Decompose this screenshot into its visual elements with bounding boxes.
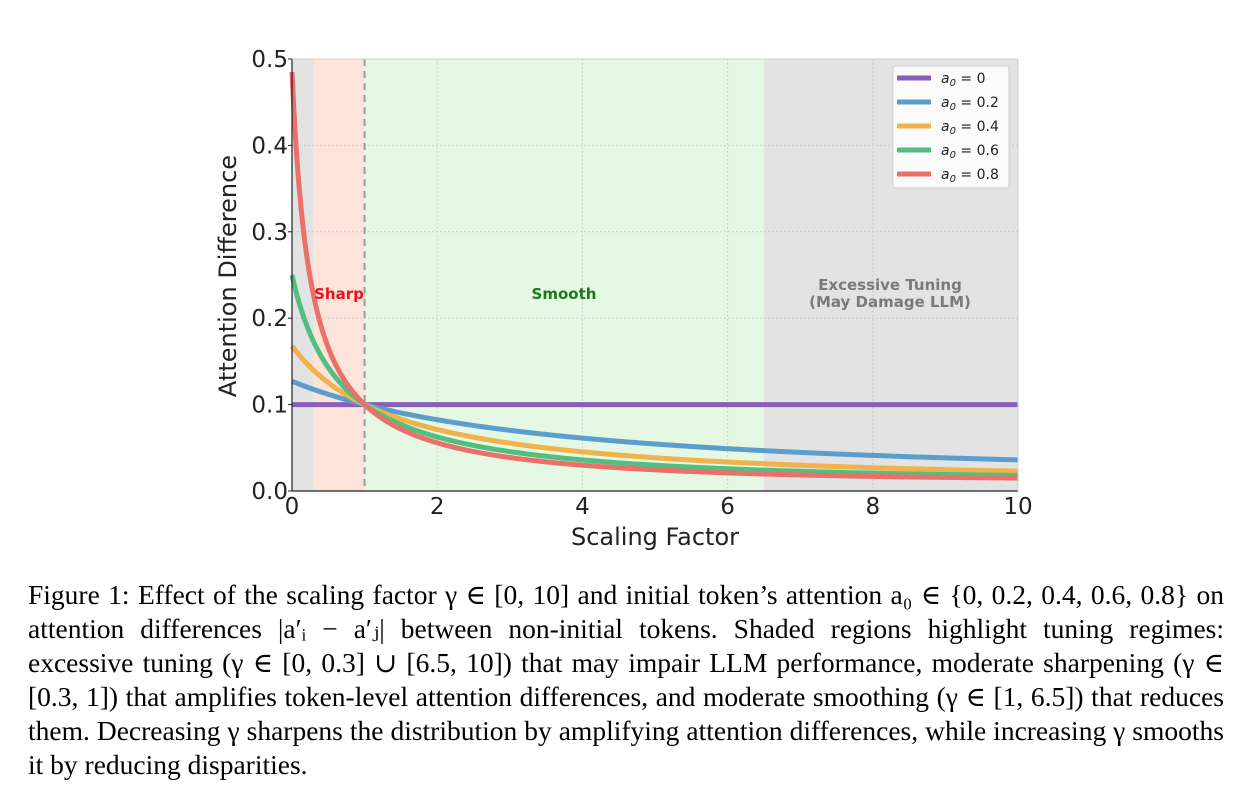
- series-line-2: [289, 344, 1019, 474]
- x-tick-label: 0: [285, 494, 300, 520]
- x-tick-label: 4: [575, 494, 590, 520]
- legend-label-4: a0 = 0.8: [941, 167, 999, 185]
- y-tick-label: 0.5: [251, 47, 288, 73]
- chart: 0.0 0.1 0.2 0.3 0.4 0.5 0 2 4 6 8 10 Attention Dif…: [214, 47, 1033, 551]
- legend-label-3: a0 = 0.6: [941, 143, 999, 161]
- y-axis-label: Attention Difference: [214, 155, 242, 397]
- y-tick-label: 0.3: [251, 220, 288, 246]
- region-label-excessive-line2: (May Damage LLM): [809, 293, 971, 311]
- legend-label-0: a0 = 0: [941, 71, 986, 89]
- region-label-smooth: Smooth: [532, 285, 597, 303]
- series-line-3: [289, 274, 1019, 478]
- series-line-4: [289, 71, 1019, 481]
- legend-label-2: a0 = 0.4: [941, 119, 999, 137]
- legend-label-1: a0 = 0.2: [941, 95, 999, 113]
- legend-box: [892, 65, 1010, 189]
- y-tick-labels: 0.0 0.1 0.2 0.3 0.4 0.5: [251, 47, 292, 505]
- y-tick-label: 0.1: [251, 393, 288, 419]
- y-tick-label: 0.2: [251, 306, 288, 332]
- region-label-sharp: Sharp: [314, 285, 364, 303]
- region-label-excessive-line1: Excessive Tuning: [818, 276, 962, 294]
- x-axis-label: Scaling Factor: [571, 523, 739, 551]
- x-tick-label: 8: [865, 494, 880, 520]
- series-lines: [289, 71, 1019, 481]
- axes: [291, 58, 1019, 492]
- x-tick-label: 10: [1003, 494, 1032, 520]
- region-sharp: [313, 59, 365, 491]
- series-line-1: [291, 378, 1019, 463]
- y-tick-label: 0.4: [251, 133, 288, 159]
- x-tick-label: 6: [720, 494, 735, 520]
- x-tick-label: 2: [430, 494, 445, 520]
- legend: a0 = 0 a0 = 0.2 a0 = 0.4 a0 = 0.6 a0 = 0.8: [892, 65, 1010, 189]
- y-tick-label: 0.0: [251, 479, 288, 505]
- figure-caption: Figure 1: Effect of the scaling factor γ…: [28, 578, 1224, 782]
- x-tick-labels: 0 2 4 6 8 10: [285, 494, 1033, 520]
- caption-text: Figure 1: Effect of the scaling factor γ…: [28, 579, 1224, 780]
